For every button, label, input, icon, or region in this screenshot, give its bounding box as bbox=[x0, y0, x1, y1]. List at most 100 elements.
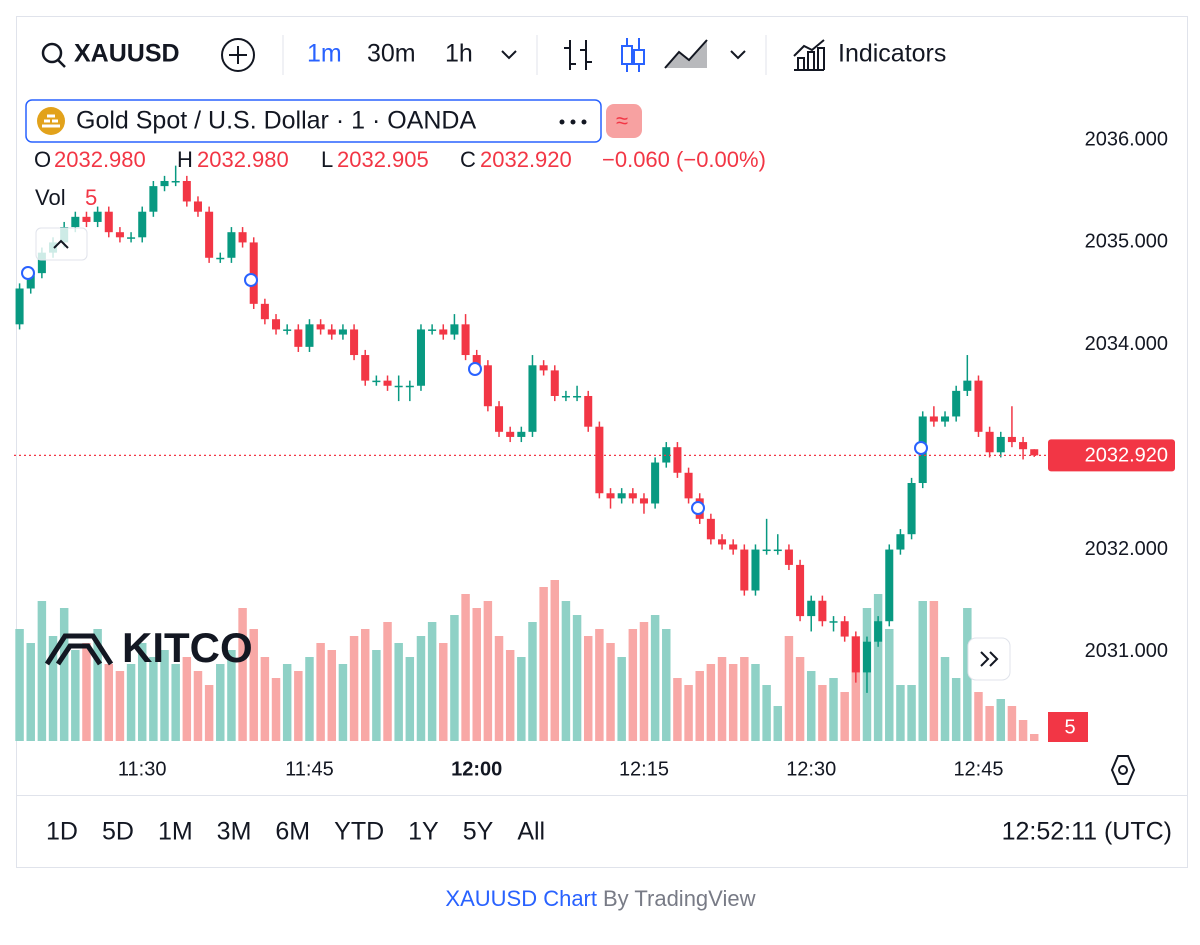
footer-link[interactable]: XAUUSD Chart bbox=[445, 886, 597, 911]
volume-bar bbox=[517, 657, 526, 741]
volume-bar bbox=[450, 615, 459, 741]
more-dot[interactable] bbox=[570, 119, 576, 125]
candle-body bbox=[784, 549, 793, 565]
candle-body bbox=[639, 498, 648, 504]
interval[interactable]: 1m bbox=[307, 40, 342, 68]
volume-bar bbox=[305, 657, 314, 741]
more-dot[interactable] bbox=[581, 119, 587, 125]
volume-bar bbox=[483, 601, 493, 741]
volume-bar bbox=[550, 580, 560, 741]
volume-bar bbox=[26, 643, 35, 741]
candle-body bbox=[182, 180, 191, 202]
area-icon[interactable] bbox=[664, 39, 708, 69]
gold-icon bbox=[42, 114, 60, 128]
candle-body bbox=[929, 416, 938, 422]
collapse-legend[interactable] bbox=[35, 227, 88, 261]
settings-icon bbox=[1118, 765, 1128, 775]
symbol-legend[interactable] bbox=[25, 99, 602, 143]
y-tick-label: 2036.000 bbox=[1085, 128, 1168, 150]
volume-bar bbox=[851, 636, 861, 741]
volume-bar bbox=[349, 636, 359, 741]
candle-body bbox=[851, 636, 860, 673]
candle-body bbox=[472, 355, 481, 366]
candle-body bbox=[885, 549, 894, 622]
candle-body bbox=[1007, 436, 1016, 443]
range-button[interactable]: 3M bbox=[217, 818, 252, 846]
volume-bar bbox=[963, 608, 972, 741]
volume-bar bbox=[171, 664, 180, 741]
volume-bar bbox=[338, 664, 348, 741]
volume-label: Vol bbox=[35, 185, 66, 210]
indicators-icon[interactable] bbox=[793, 39, 825, 71]
volume-bar bbox=[227, 650, 236, 741]
candle-body bbox=[740, 549, 749, 591]
candle-body bbox=[1030, 449, 1039, 456]
interval[interactable]: 1h bbox=[445, 40, 473, 68]
volume-bar bbox=[673, 678, 682, 741]
compare-button bbox=[229, 46, 247, 64]
chart-type-dropdown[interactable] bbox=[730, 50, 746, 60]
interval-dropdown[interactable] bbox=[501, 50, 517, 60]
volume-bar bbox=[918, 601, 927, 741]
compare-button[interactable] bbox=[221, 38, 255, 72]
volume-bar bbox=[907, 685, 916, 741]
event-marker[interactable] bbox=[914, 441, 928, 455]
volume-bar bbox=[795, 657, 805, 741]
volume-bar bbox=[706, 664, 716, 741]
range-button[interactable]: YTD bbox=[334, 818, 384, 846]
volume-bar bbox=[71, 650, 80, 741]
volume-bar bbox=[840, 692, 849, 741]
search-icon[interactable] bbox=[57, 59, 66, 68]
candle-body bbox=[483, 365, 492, 407]
candle-body bbox=[729, 544, 738, 550]
candle-body bbox=[617, 493, 626, 499]
candle-body bbox=[896, 534, 905, 550]
range-button[interactable]: 1M bbox=[158, 818, 193, 846]
volume-bar bbox=[896, 685, 905, 741]
volume-bar bbox=[606, 643, 615, 741]
legend-low-label: L bbox=[321, 147, 333, 172]
more-dot[interactable] bbox=[559, 119, 565, 125]
volume-bar bbox=[193, 671, 203, 741]
candle-body bbox=[283, 329, 292, 331]
event-marker[interactable] bbox=[691, 501, 705, 515]
volume-bar bbox=[751, 664, 760, 741]
volume-bar bbox=[773, 706, 783, 741]
y-tick-label: 2032.000 bbox=[1085, 538, 1168, 560]
candle-body bbox=[338, 329, 347, 335]
volume-bar bbox=[372, 650, 381, 741]
candle-body bbox=[528, 365, 537, 432]
interval[interactable]: 30m bbox=[367, 40, 416, 68]
range-button[interactable]: 5Y bbox=[463, 818, 494, 846]
range-button[interactable]: 1D bbox=[46, 818, 78, 846]
range-button[interactable]: 5D bbox=[102, 818, 134, 846]
settings-icon[interactable] bbox=[1110, 755, 1136, 785]
candle-body bbox=[818, 600, 827, 622]
volume-bar bbox=[204, 685, 214, 741]
event-marker[interactable] bbox=[244, 273, 258, 287]
range-button[interactable]: 1Y bbox=[408, 818, 439, 846]
range-button[interactable]: All bbox=[517, 818, 545, 846]
status-badge[interactable] bbox=[606, 104, 642, 138]
candle-body bbox=[383, 380, 392, 386]
gold-icon bbox=[37, 107, 65, 135]
volume-bar bbox=[327, 650, 337, 741]
symbol[interactable]: XAUUSD bbox=[74, 40, 180, 68]
candle-body bbox=[718, 539, 727, 545]
range-button[interactable]: 6M bbox=[275, 818, 310, 846]
candle-body bbox=[82, 216, 91, 222]
bars-icon[interactable] bbox=[564, 40, 592, 70]
volume-bar bbox=[416, 636, 426, 741]
search-icon[interactable] bbox=[41, 42, 63, 64]
event-marker[interactable] bbox=[468, 362, 482, 376]
indicators-button[interactable]: Indicators bbox=[838, 40, 946, 68]
volume-bar bbox=[104, 664, 114, 741]
candle-body bbox=[428, 329, 437, 331]
volume-bar bbox=[182, 657, 192, 741]
event-marker[interactable] bbox=[21, 266, 35, 280]
kitco-logo: KITCO bbox=[122, 624, 253, 671]
candle-body bbox=[1019, 442, 1028, 450]
clock: 12:52:11 (UTC) bbox=[1002, 818, 1172, 846]
volume-bar bbox=[160, 650, 169, 741]
candle-body bbox=[138, 211, 147, 238]
